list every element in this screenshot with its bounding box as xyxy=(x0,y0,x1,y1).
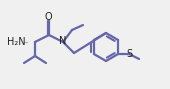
Text: O: O xyxy=(44,12,52,22)
Text: S: S xyxy=(126,49,133,59)
Text: H₂N: H₂N xyxy=(7,37,25,47)
Text: N: N xyxy=(59,36,67,46)
